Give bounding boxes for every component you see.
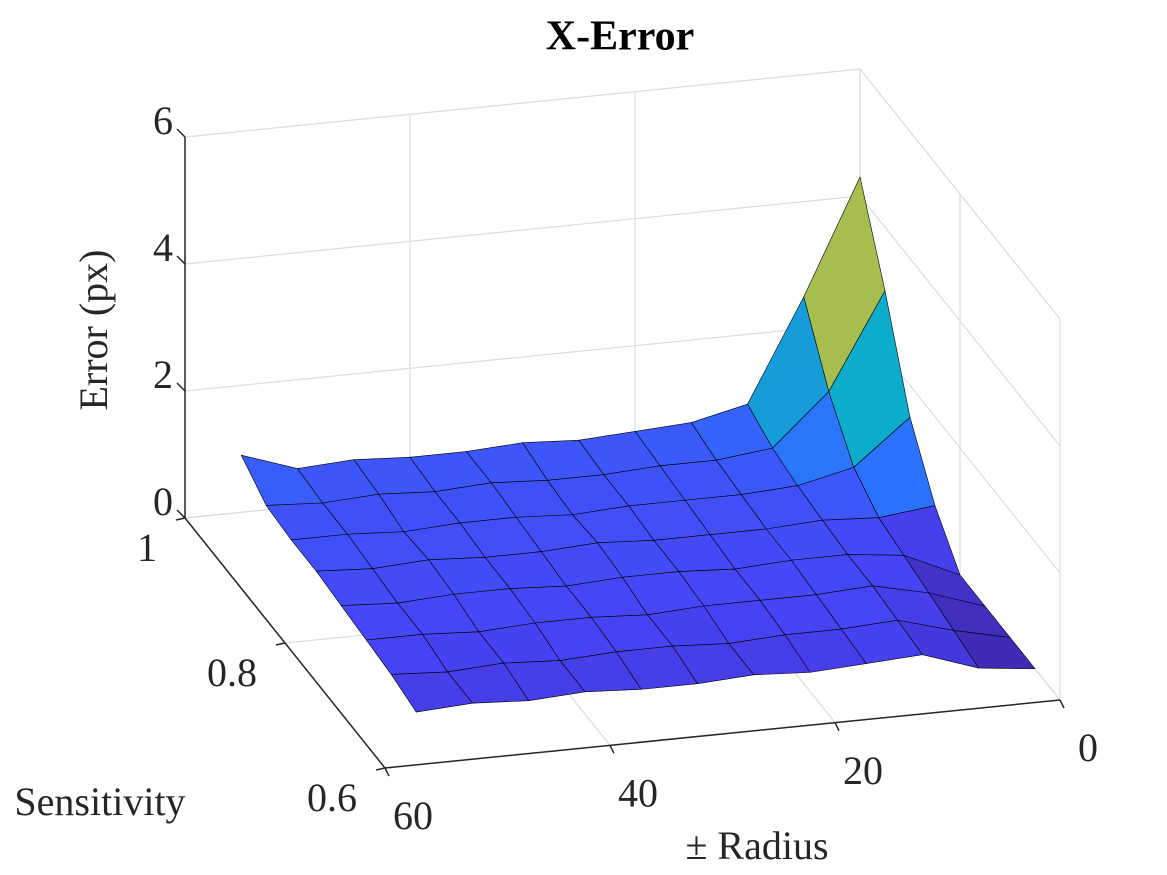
z-tick-label: 2 [153, 352, 173, 397]
grid-line [184, 322, 861, 392]
grid-line [184, 195, 861, 265]
x-tick-label: 40 [618, 771, 658, 816]
x-tick-label: 20 [843, 748, 883, 793]
y-tick-label: 1 [137, 525, 157, 570]
grid-line [184, 68, 861, 138]
surface-patch [390, 671, 473, 713]
y-tick-label: 0.6 [307, 775, 357, 820]
x-axis-title: ± Radius [685, 823, 828, 868]
x-tick [834, 722, 840, 732]
z-tick [176, 509, 186, 519]
z-tick-label: 0 [153, 479, 173, 524]
z-tick [176, 128, 186, 138]
axis-line [384, 699, 1061, 769]
x-tick [609, 744, 615, 754]
z-tick [176, 255, 186, 265]
x-tick-label: 0 [1078, 725, 1098, 770]
x-tick-label: 60 [393, 793, 433, 838]
chart-title: X-Error [546, 14, 695, 60]
z-tick-label: 6 [153, 98, 173, 143]
y-tick [175, 517, 186, 521]
y-axis-title: Sensitivity [14, 779, 185, 824]
y-tick [375, 767, 386, 771]
grid-line [859, 195, 1061, 447]
x-tick [384, 767, 390, 777]
z-axis-title: Error (px) [71, 249, 116, 410]
y-tick [275, 642, 286, 646]
z-tick-label: 4 [153, 225, 173, 270]
y-tick-label: 0.8 [207, 650, 257, 695]
grid-line [859, 68, 1061, 320]
x-tick [1059, 699, 1065, 709]
z-tick [176, 382, 186, 392]
